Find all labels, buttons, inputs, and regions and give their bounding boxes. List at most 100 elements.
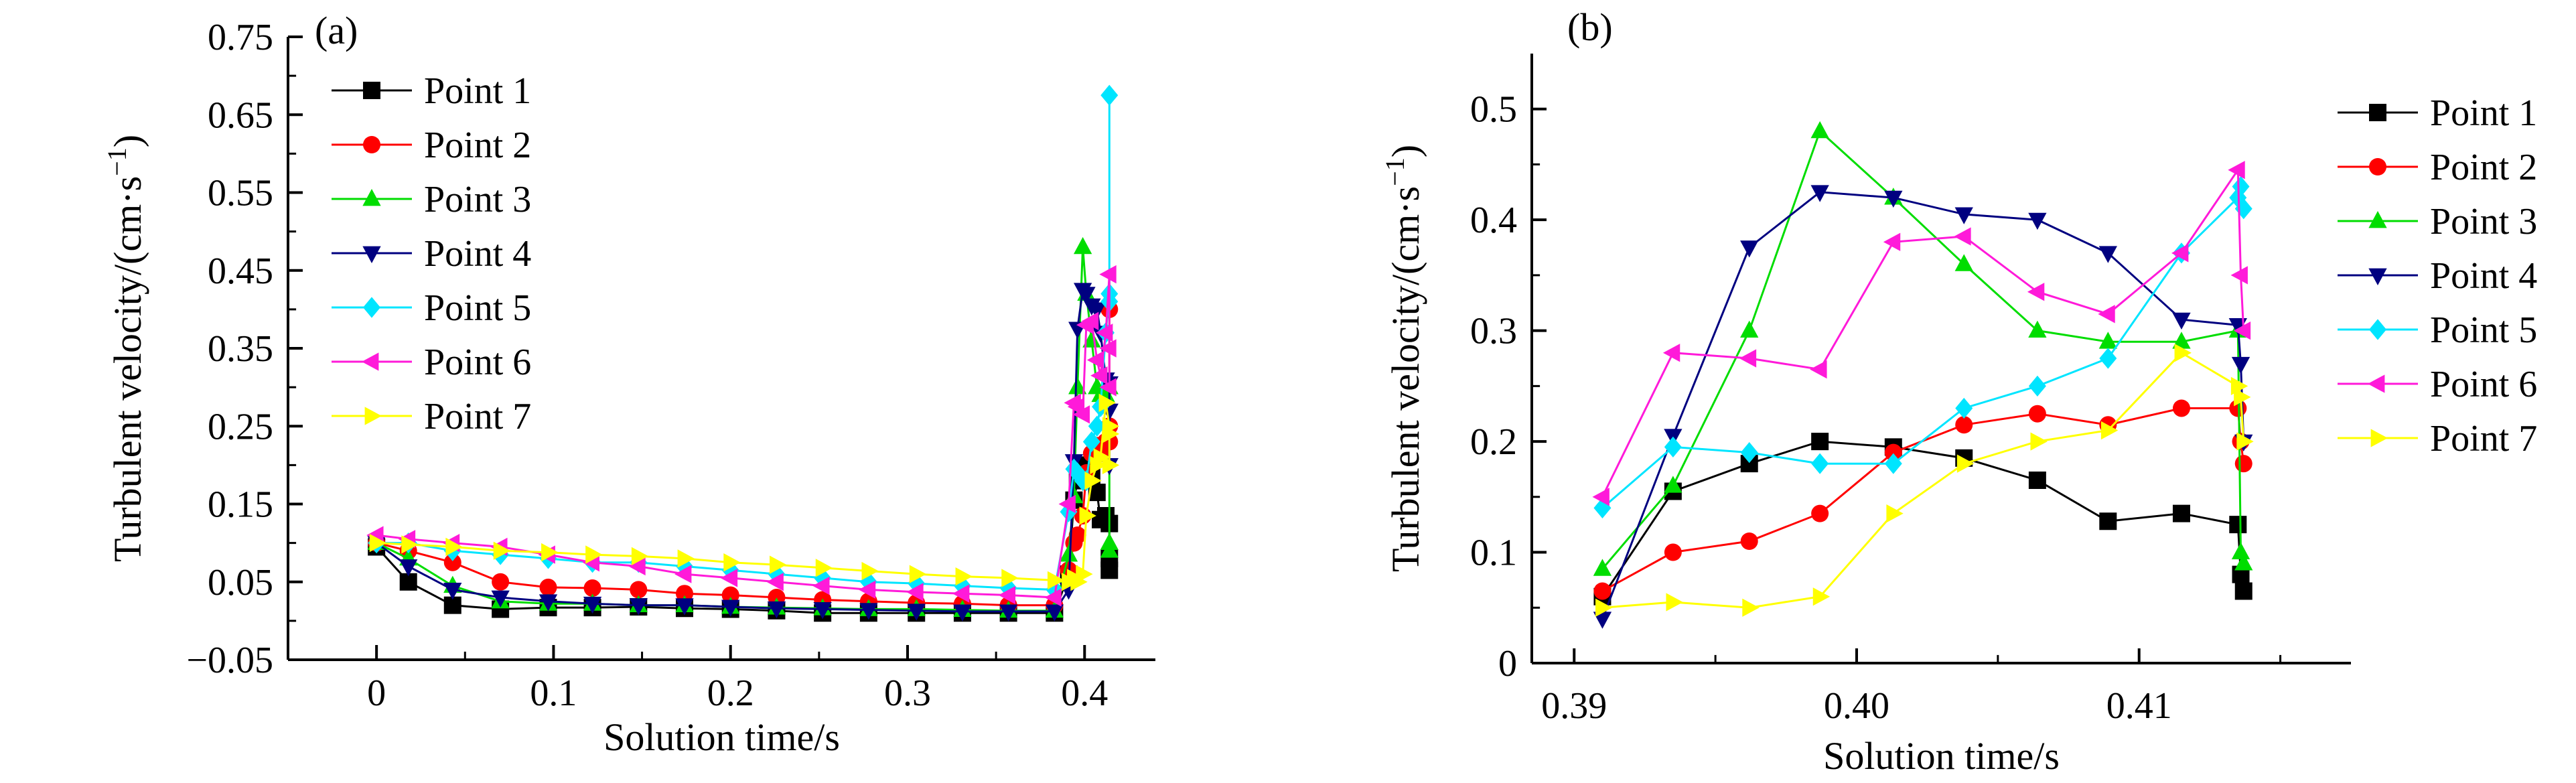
- panel-b-data-point: [1595, 598, 1613, 617]
- panel-a-data-point: [1082, 431, 1100, 453]
- panel-a-data-point: [1047, 571, 1065, 590]
- panel-a-data-point: [906, 583, 924, 601]
- panel-b-data-point: [2234, 553, 2253, 571]
- panel-b-data-point: [1810, 185, 1829, 202]
- panel-b-data-point: [1593, 559, 1612, 576]
- panel-b-data-point: [2234, 388, 2251, 407]
- panel-b-series-line: [1601, 440, 2245, 597]
- panel-a-data-point: [629, 598, 648, 616]
- panel-b-data-point: [1884, 453, 1902, 474]
- panel-b-data-point: [2231, 542, 2250, 559]
- panel-b-legend-entry: Point 1: [2338, 92, 2537, 134]
- panel-a-y-axis-title: Turbulent velocity/(cm·s−1): [102, 135, 149, 562]
- panel-a-data-point: [630, 581, 648, 599]
- panel-b-data-point: [1954, 227, 1971, 246]
- panel-b-y-tick-label: 0.1: [1470, 532, 1517, 574]
- panel-b-data-point: [2030, 432, 2048, 451]
- panel-b-data-point: [1810, 121, 1829, 139]
- panel-a-legend-label: Point 3: [424, 179, 531, 220]
- panel-b-data-point: [2230, 266, 2248, 285]
- panel-b-data-point: [1593, 582, 1612, 600]
- panel-b-y-axis-title: Turbulent velocity/(cm·s−1): [1380, 145, 1427, 572]
- panel-a-data-point: [1077, 287, 1096, 304]
- panel-a-data-point: [813, 602, 832, 620]
- panel-a-data-point: [998, 585, 1016, 605]
- panel-a-data-point: [1102, 455, 1120, 475]
- panel-a-legend-marker: [362, 189, 381, 206]
- panel-b-data-point: [1883, 232, 1901, 251]
- panel-a-data-point: [445, 537, 463, 557]
- panel-a-legend-marker: [363, 136, 380, 153]
- panel-b-panel-label: (b): [1567, 5, 1613, 49]
- panel-a-data-point: [541, 543, 559, 562]
- panel-a-data-point: [369, 533, 387, 553]
- panel-a-data-point: [399, 573, 417, 591]
- panel-b-data-point: [1956, 454, 1975, 473]
- panel-a-data-point: [1100, 84, 1119, 106]
- panel-a-data-point: [1102, 425, 1120, 443]
- panel-a-data-point: [952, 584, 970, 603]
- panel-b-data-point: [2100, 421, 2119, 440]
- panel-b-data-point: [1954, 254, 1973, 271]
- panel-a-y-tick-label: 0.55: [208, 173, 273, 214]
- panel-a-y-tick-label: 0.25: [208, 406, 273, 447]
- panel-a-y-tick-label: 0.05: [208, 562, 273, 603]
- panel-b-data-point: [2172, 504, 2190, 522]
- panel-a-data-point: [1082, 330, 1101, 348]
- panel-b-data-point: [1811, 504, 1829, 522]
- panel-b-data-point: [2027, 283, 2045, 301]
- panel-b-data-point: [2236, 432, 2254, 451]
- panel-a-data-point: [770, 555, 787, 574]
- panel-a-data-point: [858, 580, 876, 599]
- panel-b-data-point: [1740, 532, 1758, 550]
- panel-b-legend-marker: [2368, 374, 2385, 393]
- panel-b-data-point: [1886, 504, 1904, 523]
- panel-b-legend-label: Point 2: [2430, 147, 2537, 188]
- panel-b-x-tick-label: 0.40: [1824, 685, 1889, 727]
- panel-a-series-line: [375, 463, 1111, 614]
- panel-b-data-point: [2232, 175, 2250, 198]
- panel-a-x-axis-title: Solution time/s: [603, 715, 840, 759]
- panel-b-data-point: [2028, 320, 2047, 338]
- panel-a-data-point: [443, 553, 461, 571]
- panel-b-y-tick-label: 0.5: [1470, 89, 1517, 131]
- panel-b-data-point: [2171, 244, 2189, 263]
- panel-b-data-point: [2028, 472, 2046, 489]
- panel-a-data-point: [1096, 324, 1113, 342]
- panel-b-data-point: [1955, 416, 1973, 434]
- panel-b-chart: 0 0.1 0.2 0.3 0.4 0.5 0.39 0.40 0.41 Solution tim…: [1380, 5, 2537, 778]
- panel-a-legend-marker: [363, 82, 380, 99]
- panel-b-legend-marker: [2370, 429, 2388, 447]
- panel-b-legend-entry: Point 2: [2338, 147, 2537, 188]
- panel-a-data-point: [721, 599, 740, 617]
- panel-a-legend-marker: [364, 407, 382, 425]
- panel-b-series-line: [1601, 167, 2245, 498]
- panel-b-data-point: [1884, 190, 1903, 208]
- panel-a-legend-label: Point 4: [424, 233, 531, 275]
- panel-b-legend-label: Point 6: [2430, 364, 2537, 405]
- panel-a-data-point: [674, 565, 692, 583]
- panel-a-panel-label: (a): [315, 9, 358, 52]
- panel-a-legend-label: Point 5: [424, 287, 531, 329]
- panel-a-data-point: [721, 586, 739, 604]
- panel-a-legend-entry: Point 1: [332, 70, 531, 112]
- panel-b-x-tick-label: 0.39: [1541, 685, 1607, 727]
- panel-b-data-point: [1884, 443, 1902, 461]
- panel-b-series-line: [1601, 186, 2245, 509]
- panel-b-legend-marker: [2369, 104, 2386, 121]
- panel-a-y-tick-label: 0.15: [208, 484, 273, 526]
- panel-a-y-tick-label: 0.45: [208, 251, 273, 292]
- panel-a-data-point: [999, 604, 1018, 622]
- panel-b-data-point: [1954, 207, 1973, 224]
- panel-b-data-point: [2028, 212, 2047, 230]
- panel-a-legend-label: Point 6: [424, 342, 531, 383]
- panel-b-data-point: [2098, 332, 2117, 349]
- panel-a-data-point: [1045, 604, 1064, 622]
- panel-b-data-point: [1593, 612, 1612, 629]
- panel-a-legend-entry: Point 2: [332, 125, 531, 166]
- panel-a-data-point: [1093, 448, 1111, 467]
- panel-b-data-point: [2099, 512, 2117, 530]
- panel-a-legend-entry: Point 3: [332, 179, 531, 220]
- panel-a-data-point: [1099, 378, 1117, 397]
